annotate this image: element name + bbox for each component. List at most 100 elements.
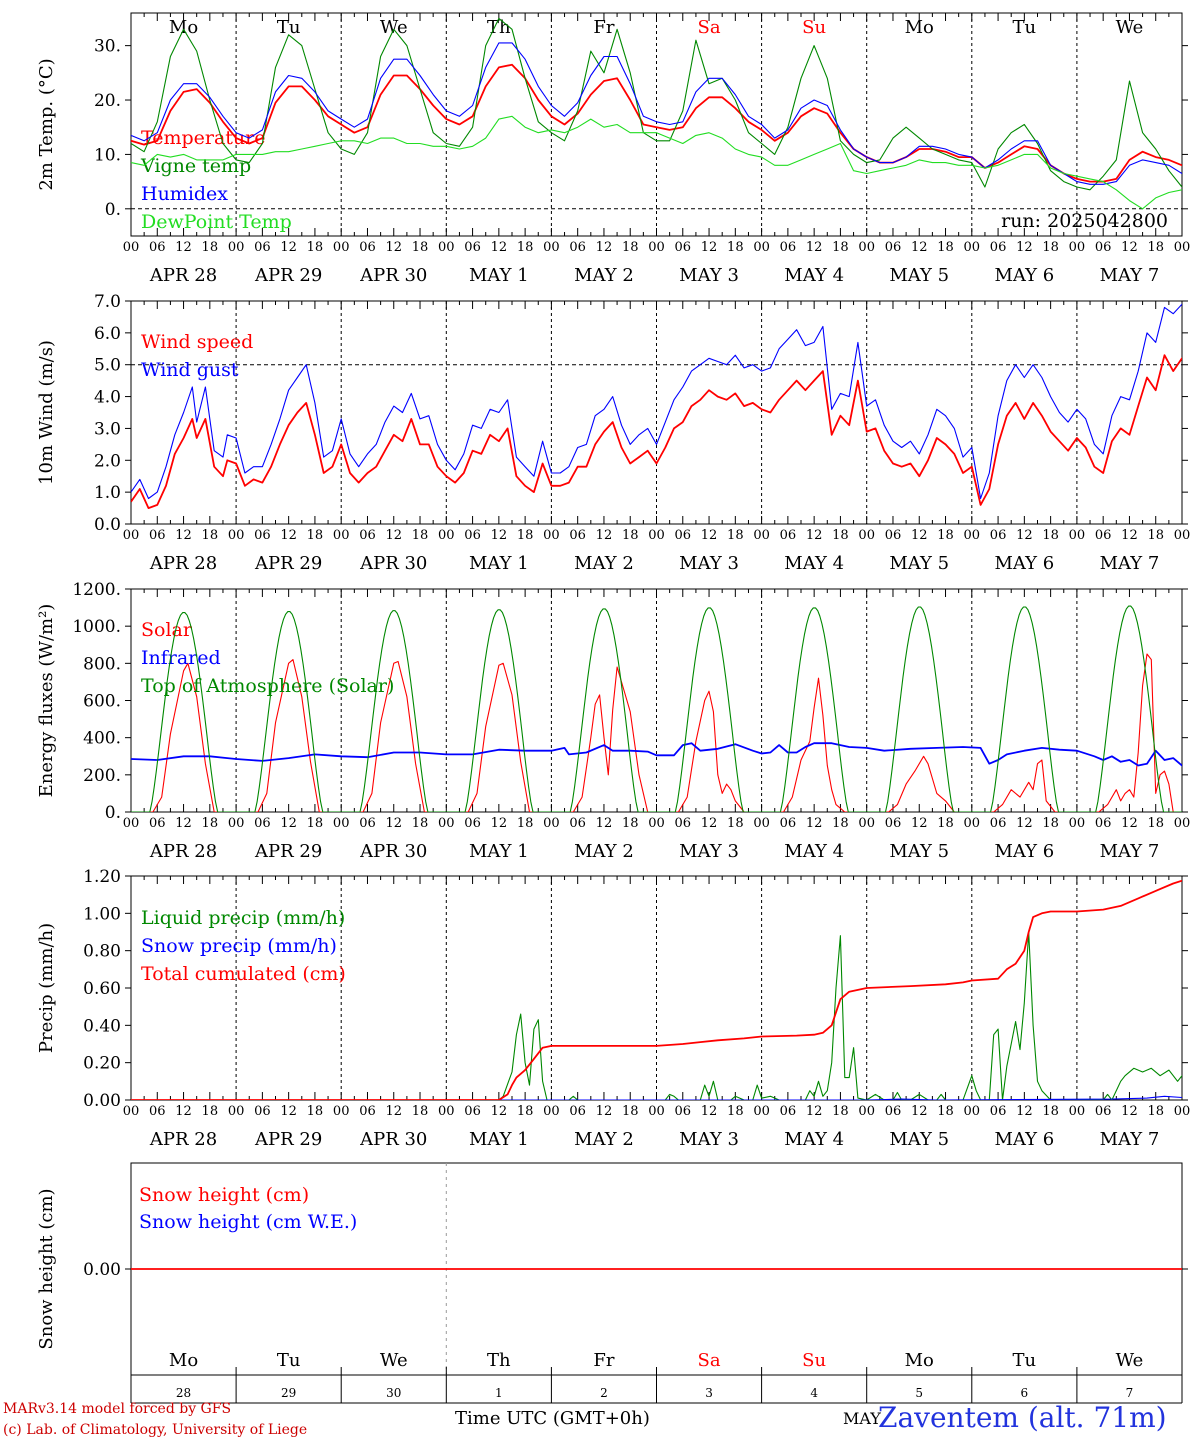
date-label: APR 30 <box>359 553 427 574</box>
hour-tick-label: 00 <box>228 240 245 255</box>
hour-tick-label: 18 <box>832 528 849 543</box>
legend-entry: Humidex <box>141 183 228 205</box>
date-label: MAY 7 <box>1100 265 1160 286</box>
hour-tick-label: 06 <box>569 1104 586 1119</box>
y-tick-label: 1200. <box>72 580 121 600</box>
hour-tick-label: 00 <box>543 1104 560 1119</box>
hour-tick-label: 12 <box>1016 816 1033 831</box>
hour-tick-label: 18 <box>307 1104 324 1119</box>
plot-frame <box>130 300 1183 525</box>
hour-tick-label: 06 <box>254 240 271 255</box>
hour-tick-label: 00 <box>1174 240 1191 255</box>
hour-tick-label: 06 <box>254 528 271 543</box>
date-label: MAY 4 <box>784 1129 844 1150</box>
hour-tick-label: 00 <box>228 1104 245 1119</box>
credit-line-2: (c) Lab. of Climatology, University of L… <box>3 1422 307 1438</box>
series-line <box>131 354 1182 509</box>
y-axis-title: Energy fluxes (W/m²) <box>36 604 57 798</box>
hour-tick-label: 00 <box>123 1104 140 1119</box>
hour-tick-label: 00 <box>964 1104 981 1119</box>
hour-tick-label: 12 <box>1121 240 1138 255</box>
hour-tick-label: 18 <box>1147 1104 1164 1119</box>
hour-tick-label: 00 <box>964 816 981 831</box>
hour-tick-label: 18 <box>832 1104 849 1119</box>
hour-tick-label: 18 <box>622 816 639 831</box>
hour-tick-label: 00 <box>858 240 875 255</box>
hour-tick-label: 12 <box>280 1104 297 1119</box>
date-label: MAY 2 <box>574 265 634 286</box>
date-label: MAY 3 <box>679 1129 739 1150</box>
hour-tick-label: 12 <box>911 240 928 255</box>
weekday-label: Sa <box>698 1350 721 1371</box>
hour-tick-label: 00 <box>123 528 140 543</box>
hour-tick-label: 12 <box>385 1104 402 1119</box>
hour-tick-label: 06 <box>1095 240 1112 255</box>
legend-entry: Vigne temp <box>140 155 251 177</box>
date-label: MAY 7 <box>1100 841 1160 862</box>
hour-tick-label: 06 <box>990 528 1007 543</box>
hour-tick-label: 00 <box>964 528 981 543</box>
y-axis-title: Precip (mm/h) <box>36 923 57 1053</box>
weekday-label: Tu <box>277 1350 301 1371</box>
footer: MARv3.14 model forced by GFS (c) Lab. of… <box>3 1401 1167 1438</box>
date-label: MAY 5 <box>889 265 949 286</box>
legend-entry: Wind speed <box>141 331 253 353</box>
hour-tick-label: 12 <box>911 528 928 543</box>
hour-tick-label: 06 <box>885 528 902 543</box>
date-label: MAY 2 <box>574 1129 634 1150</box>
hour-tick-label: 06 <box>1095 528 1112 543</box>
day-number-label: 29 <box>281 1386 296 1400</box>
hour-tick-label: 06 <box>254 1104 271 1119</box>
legend-entry: Wind gust <box>141 359 239 381</box>
weekday-label: We <box>1116 17 1144 38</box>
y-tick-label: 0.60 <box>83 979 121 999</box>
hour-tick-label: 18 <box>622 240 639 255</box>
hour-tick-label: 00 <box>858 1104 875 1119</box>
hour-tick-label: 18 <box>727 816 744 831</box>
hour-tick-label: 06 <box>464 240 481 255</box>
y-tick-label: 800. <box>83 654 121 674</box>
hour-tick-label: 00 <box>1174 528 1191 543</box>
hour-tick-label: 00 <box>753 240 770 255</box>
hour-tick-label: 06 <box>149 528 166 543</box>
hour-tick-label: 06 <box>254 816 271 831</box>
y-tick-label: 7.0 <box>94 292 121 312</box>
hour-tick-label: 18 <box>1042 1104 1059 1119</box>
date-label: APR 28 <box>149 265 217 286</box>
hour-tick-label: 12 <box>596 528 613 543</box>
day-number-label: 28 <box>176 1386 191 1400</box>
legend-entry: Solar <box>141 619 193 641</box>
y-tick-label: 1.0 <box>94 483 121 503</box>
series-line <box>131 115 1182 210</box>
y-tick-label: 0.40 <box>83 1016 121 1036</box>
hour-tick-label: 00 <box>1174 816 1191 831</box>
hour-tick-label: 06 <box>359 1104 376 1119</box>
y-tick-label: 0.00 <box>83 1091 121 1111</box>
y-tick-label: 2.0 <box>94 451 121 471</box>
y-tick-label: 30. <box>94 37 121 57</box>
hour-tick-label: 06 <box>675 1104 692 1119</box>
hour-tick-label: 00 <box>438 816 455 831</box>
y-tick-label: 400. <box>83 729 121 749</box>
hour-tick-label: 18 <box>937 1104 954 1119</box>
hour-tick-label: 00 <box>333 1104 350 1119</box>
hour-tick-label: 18 <box>202 528 219 543</box>
date-label: MAY 6 <box>994 265 1054 286</box>
date-label: MAY 1 <box>469 553 529 574</box>
hour-tick-label: 12 <box>280 816 297 831</box>
hour-tick-label: 00 <box>753 816 770 831</box>
legend-entry: DewPoint Temp <box>141 211 292 233</box>
hour-tick-label: 18 <box>727 1104 744 1119</box>
hour-tick-label: 00 <box>543 240 560 255</box>
hour-tick-label: 06 <box>885 816 902 831</box>
weekday-label: Mo <box>169 17 198 38</box>
hour-tick-label: 00 <box>1069 816 1086 831</box>
hour-tick-label: 00 <box>438 240 455 255</box>
hour-tick-label: 06 <box>990 240 1007 255</box>
hour-tick-label: 18 <box>517 240 534 255</box>
hour-tick-label: 12 <box>385 816 402 831</box>
date-label: MAY 6 <box>994 841 1054 862</box>
hour-tick-label: 12 <box>280 240 297 255</box>
hour-tick-label: 18 <box>937 816 954 831</box>
date-label: MAY 6 <box>994 553 1054 574</box>
